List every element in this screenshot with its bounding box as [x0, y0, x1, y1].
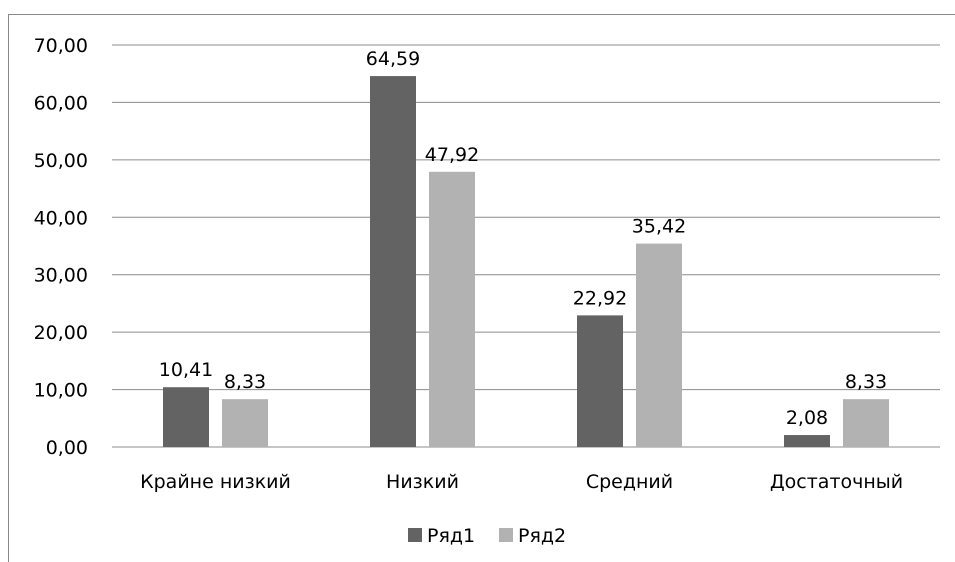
- legend: Ряд1 Ряд2: [408, 525, 566, 547]
- data-label: 8,33: [845, 371, 887, 393]
- y-tick-label: 60,00: [34, 92, 88, 114]
- bar-Ряд2-1: [429, 171, 475, 447]
- bar-Ряд1-3: [784, 435, 830, 447]
- x-axis-tick-labels: Крайне низкий Низкий Средний Достаточный: [140, 471, 903, 493]
- y-tick-label: 20,00: [34, 322, 88, 344]
- y-tick-label: 70,00: [34, 35, 88, 57]
- data-label: 2,08: [786, 407, 828, 429]
- legend-swatch: [499, 528, 513, 542]
- frame-top-border: [8, 14, 955, 15]
- legend-swatch: [408, 528, 422, 542]
- data-label: 10,41: [159, 359, 213, 381]
- data-label: 47,92: [425, 144, 479, 166]
- data-label: 8,33: [224, 371, 266, 393]
- x-tick-label: Средний: [586, 471, 673, 493]
- legend-label: Ряд2: [518, 525, 566, 547]
- bar-Ряд1-1: [370, 76, 416, 448]
- x-tick-label: Крайне низкий: [140, 471, 291, 493]
- x-tick-label: Достаточный: [770, 471, 903, 493]
- data-labels: 10,41 8,33 64,59 47,92 22,92 35,42 2,08 8,33: [159, 48, 887, 429]
- y-tick-label: 30,00: [34, 265, 88, 287]
- bar-Ряд2-0: [222, 399, 268, 447]
- x-tick-label: Низкий: [386, 471, 459, 493]
- data-label: 22,92: [573, 287, 627, 309]
- data-label: 35,42: [632, 216, 686, 238]
- y-tick-label: 10,00: [34, 380, 88, 402]
- bar-Ряд2-3: [843, 399, 889, 447]
- y-tick-label: 0,00: [46, 437, 88, 459]
- y-tick-label: 40,00: [34, 207, 88, 229]
- legend-label: Ряд1: [427, 525, 475, 547]
- y-axis-tick-labels: 0,00 10,00 20,00 30,00 40,00 50,00 60,00 70,00: [34, 35, 88, 459]
- bars: [163, 76, 889, 448]
- gridlines: [112, 44, 940, 448]
- bar-Ряд1-0: [163, 387, 209, 447]
- data-label: 64,59: [366, 48, 420, 70]
- bar-Ряд1-2: [577, 315, 623, 447]
- y-tick-label: 50,00: [34, 150, 88, 172]
- frame-left-border: [8, 14, 9, 562]
- bar-Ряд2-2: [636, 243, 682, 447]
